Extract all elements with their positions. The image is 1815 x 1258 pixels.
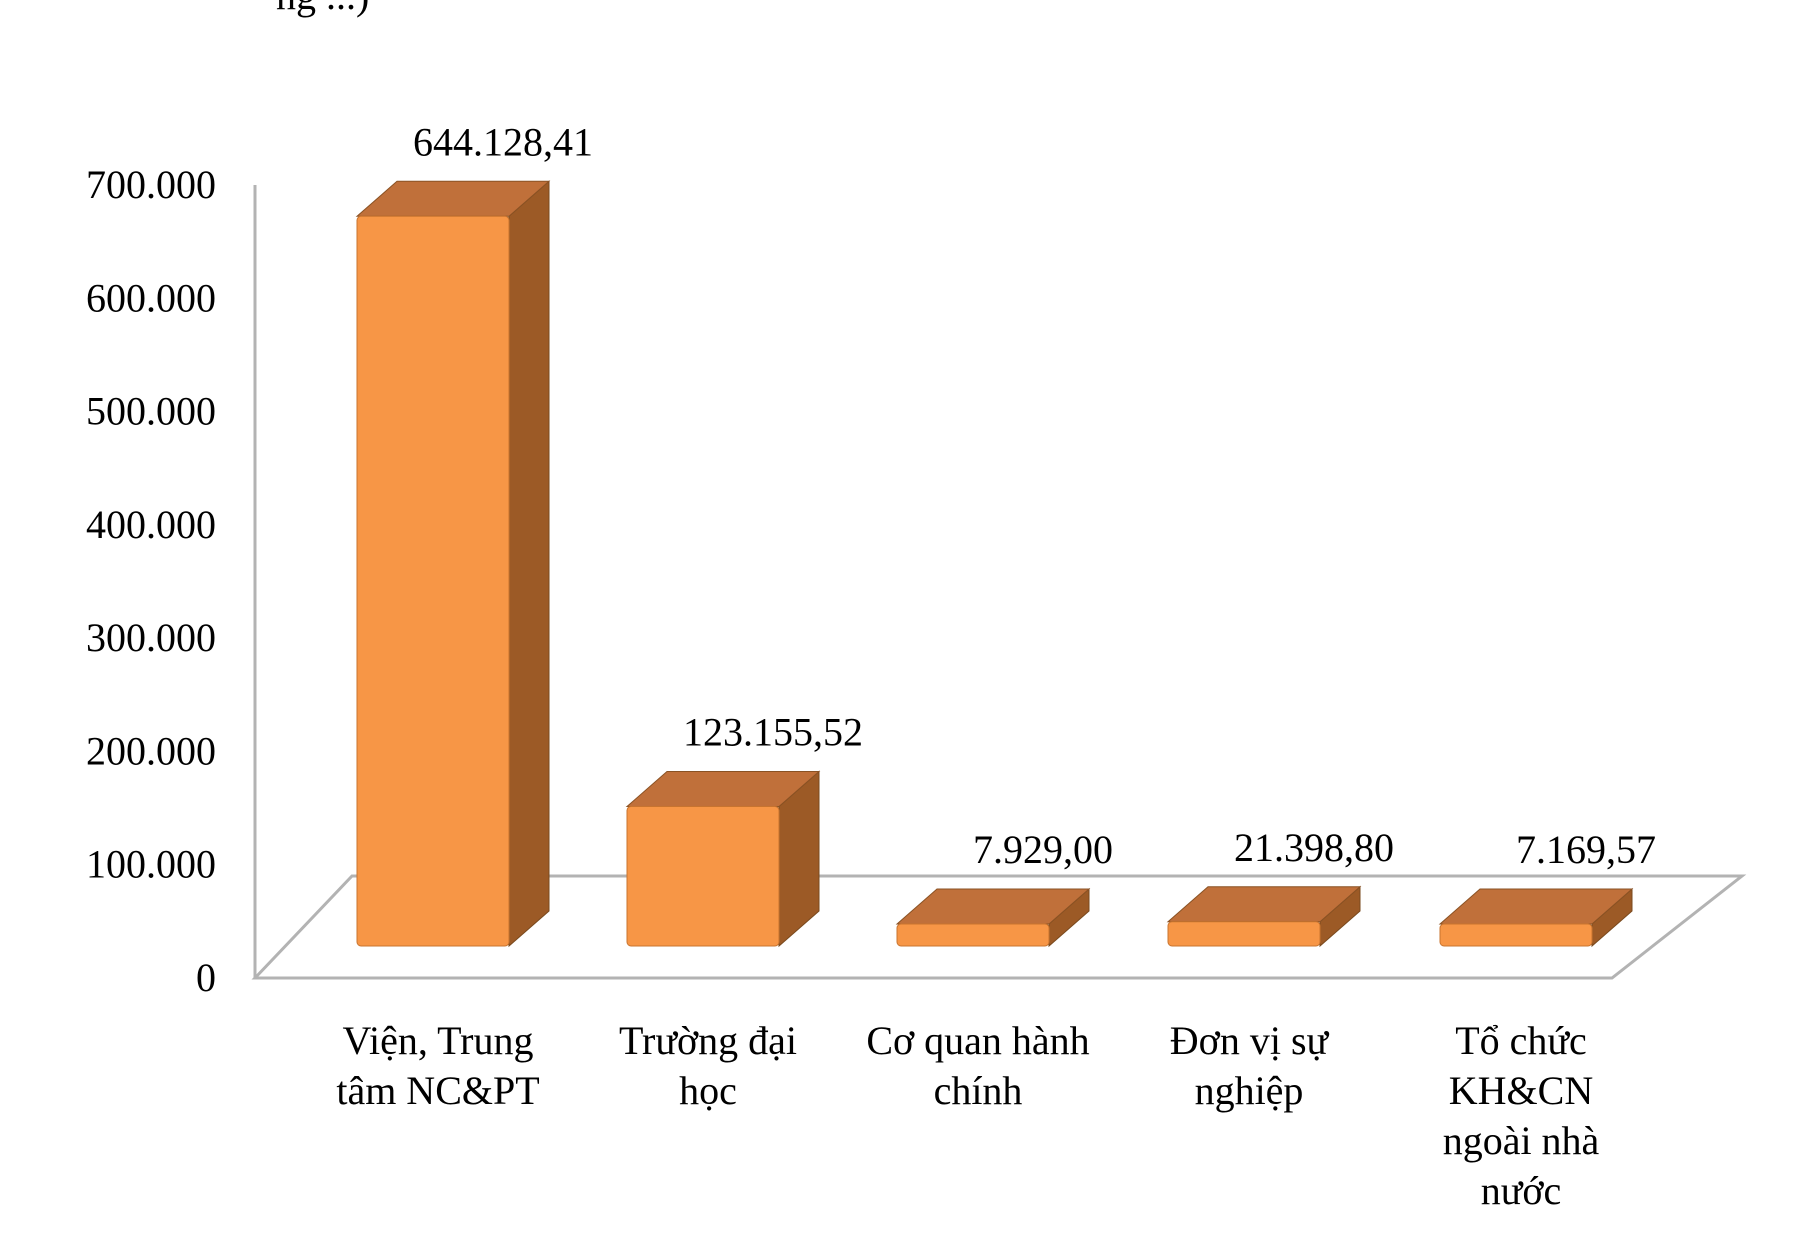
y-tick-label: 300.000 [86,615,216,660]
bar [625,770,821,948]
y-axis: 0 100.000 200.000 300.000 400.000 500.000 600.… [86,162,257,1000]
category-label: Trường đại học [619,1018,797,1113]
data-label: 7.169,57 [1516,827,1656,872]
header-fragment-text: ng ...) [276,0,369,19]
bar-front-face [626,805,780,947]
data-label: 7.929,00 [973,827,1113,872]
y-tick-label: 400.000 [86,502,216,547]
category-label: Đơn vị sự nghiệp [1170,1018,1330,1113]
bar-side-face [508,180,550,948]
data-label: 123.155,52 [683,709,863,754]
bars [355,180,1634,948]
bar-front-face [1439,923,1593,947]
y-tick-label: 100.000 [86,842,216,887]
data-label: 644.128,41 [413,119,593,164]
y-tick-label: 0 [196,955,216,1000]
floor-plane [251,874,1747,980]
data-labels: 644.128,41 123.155,52 7.929,00 21.398,80 7.1… [413,119,1656,872]
bar-front-face [356,215,510,947]
y-tick-label: 500.000 [86,389,216,434]
y-tick-label: 700.000 [86,162,216,207]
bar [1438,887,1634,948]
y-tick-label: 600.000 [86,275,216,320]
bar [895,887,1091,948]
bar-front-face [896,923,1050,947]
category-labels: Viện, Trung tâm NC&PT Trường đại học Cơ quan… [336,1018,1599,1213]
bar [355,180,551,948]
category-label: Tổ chức KH&CN ngoài nhà nước [1443,1018,1600,1213]
category-label: Cơ quan hành chính [866,1018,1089,1113]
category-label: Viện, Trung tâm NC&PT [336,1018,539,1113]
bar [1166,885,1362,948]
data-label: 21.398,80 [1234,825,1394,870]
bar-front-face [1167,921,1321,947]
chart-floor [251,874,1747,980]
y-tick-label: 200.000 [86,728,216,773]
